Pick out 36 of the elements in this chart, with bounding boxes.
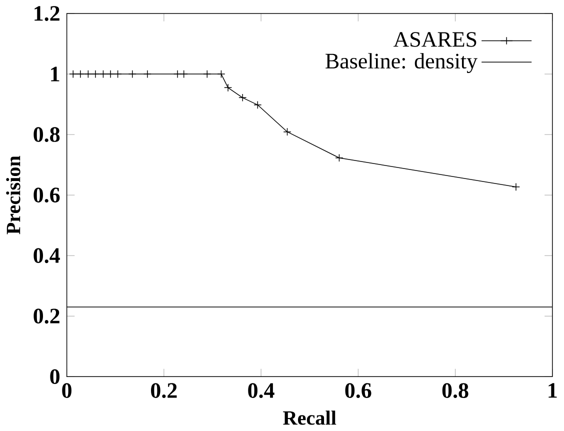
- legend-label: Baseline: density: [326, 53, 478, 74]
- y-axis-title: Precision: [6, 156, 20, 234]
- x-tick-label: 0.6: [345, 383, 372, 398]
- y-tick-label: 0.8: [34, 127, 60, 142]
- point: [69, 70, 78, 78]
- y-tick-label: 1.2: [34, 6, 60, 22]
- point: [512, 182, 520, 191]
- x-tick-label: 0.8: [442, 383, 468, 398]
- point: [128, 70, 136, 78]
- y-tick-label: 0: [50, 369, 60, 384]
- y-tick-label: 0.4: [34, 248, 60, 264]
- point: [203, 70, 212, 78]
- point: [143, 70, 152, 78]
- legend-label: ASARES: [393, 32, 476, 47]
- x-axis-title: Recall: [283, 410, 336, 425]
- point: [114, 70, 122, 78]
- point: [283, 128, 292, 136]
- x-tick-label: 0: [62, 383, 72, 398]
- point: [106, 70, 115, 78]
- point: [76, 70, 84, 78]
- point: [180, 70, 188, 78]
- point: [254, 100, 262, 109]
- point: [335, 154, 344, 162]
- point: [99, 70, 108, 78]
- x-tick-label: 0.2: [151, 383, 177, 398]
- point: [173, 70, 182, 78]
- point: [224, 84, 232, 92]
- y-tick-label: 1: [51, 66, 60, 82]
- y-tick-label: 0.2: [34, 308, 60, 324]
- x-tick-label: 0.4: [248, 383, 274, 398]
- y-tick-label: 0.6: [34, 188, 60, 203]
- x-tick-label: 1: [548, 383, 557, 398]
- point: [91, 70, 100, 78]
- point: [238, 94, 247, 102]
- point: [84, 70, 92, 78]
- point: [217, 70, 226, 78]
